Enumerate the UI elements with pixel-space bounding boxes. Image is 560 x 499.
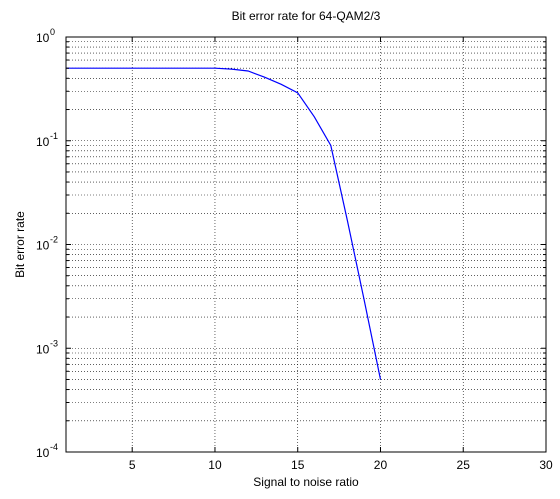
x-tick-label: 10 [208, 458, 222, 472]
y-tick-label-exponent: -1 [50, 131, 58, 141]
y-tick-label-exponent: -3 [50, 338, 58, 348]
y-tick-label: 10 -2 [36, 235, 58, 253]
y-tick-label-base: 10 [36, 135, 50, 149]
y-tick-label-base: 10 [36, 31, 50, 45]
x-axis-title: Signal to noise ratio [253, 475, 359, 489]
y-axis-title: Bit error rate [13, 211, 27, 278]
chart-title: Bit error rate for 64-QAM2/3 [232, 9, 381, 23]
y-tick-label-exponent: -4 [50, 442, 58, 452]
x-tick-label: 5 [129, 458, 136, 472]
y-tick-label-base: 10 [36, 446, 50, 460]
y-tick-label-base: 10 [36, 239, 50, 253]
x-tick-label: 20 [374, 458, 388, 472]
y-tick-label-exponent: 0 [50, 27, 55, 37]
y-tick-label: 10 0 [36, 27, 55, 45]
x-tick-label: 30 [539, 458, 553, 472]
grid [66, 37, 546, 452]
y-tick-label: 10 -4 [36, 442, 58, 460]
series-line-0 [66, 67, 382, 380]
x-tick-label: 15 [291, 458, 305, 472]
y-tick-label-base: 10 [36, 342, 50, 356]
x-tick-label: 25 [457, 458, 471, 472]
y-tick-label: 10 -1 [36, 131, 58, 149]
y-tick-label: 10 -3 [36, 338, 58, 356]
y-tick-label-exponent: -2 [50, 235, 58, 245]
series-layer [66, 67, 382, 380]
